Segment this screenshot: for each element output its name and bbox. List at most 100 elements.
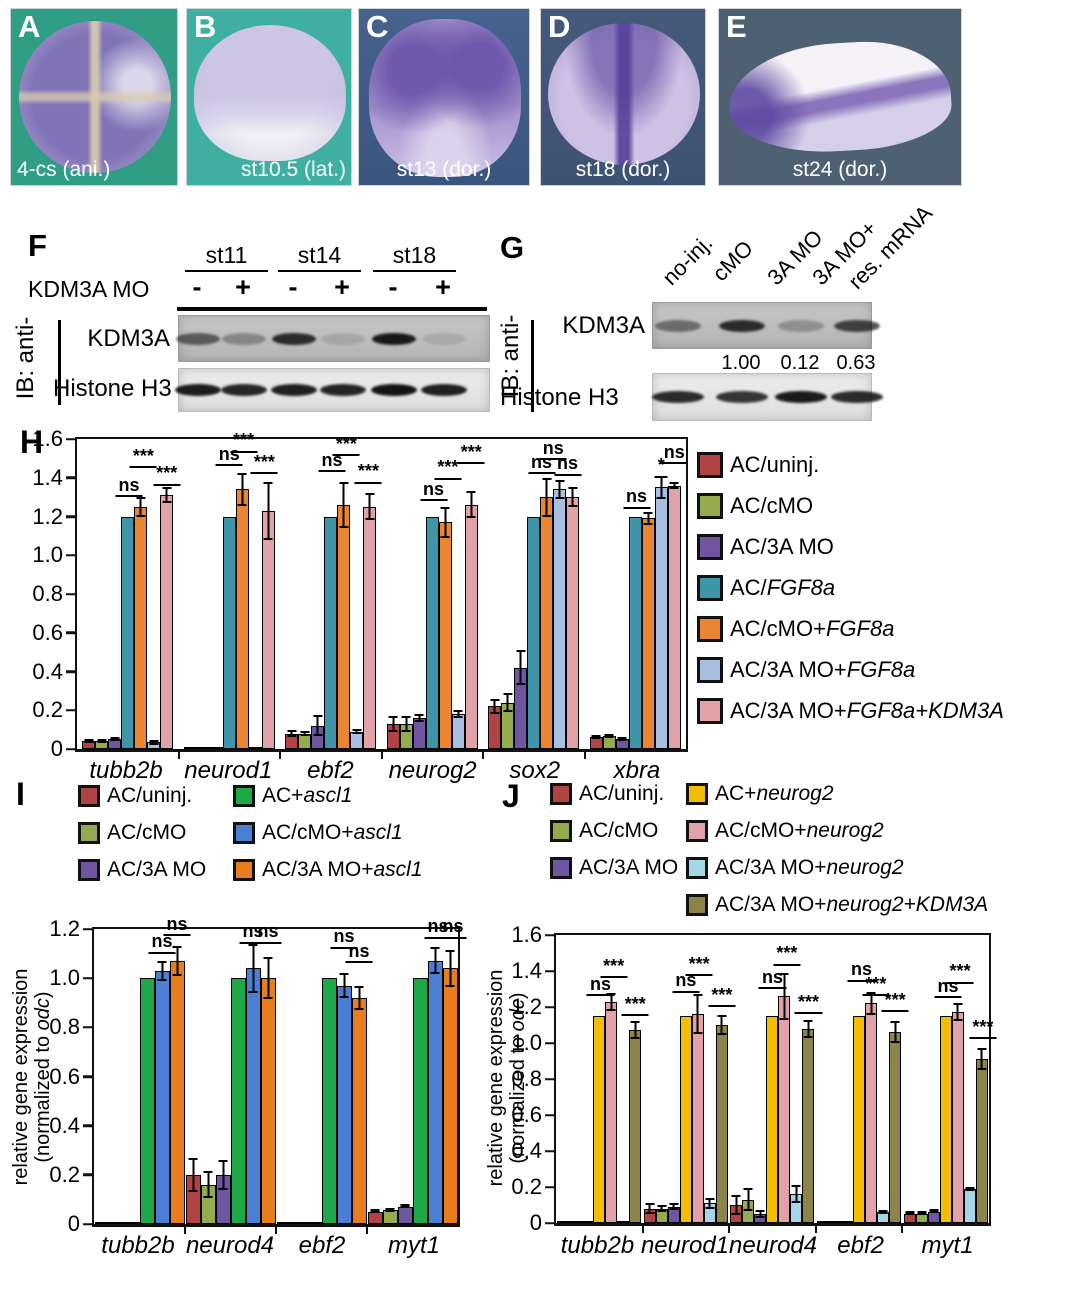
- legend-item: AC/cMO+ascl1: [233, 821, 423, 845]
- protein-band: [320, 384, 366, 396]
- legend-item: AC/cMO+neurog2: [686, 819, 988, 843]
- protein-band: [222, 332, 266, 345]
- significance-marker: ***: [250, 452, 278, 474]
- error-bar: [965, 1186, 975, 1191]
- error-bar: [791, 1185, 801, 1204]
- y-tick-mark: [66, 709, 77, 712]
- bar-slot: [643, 935, 656, 1223]
- y-tick-label: 1.0: [511, 1030, 542, 1055]
- bar: [641, 518, 655, 749]
- panel-letter: E: [726, 9, 747, 44]
- legend-item: AC/3A MO: [78, 858, 206, 882]
- stage-label: st18: [373, 242, 456, 272]
- chart-j-xlabels: tubb2b neurod1 neurod4 ebf2 myt1: [554, 1232, 991, 1260]
- error-bar: [401, 716, 411, 732]
- band-quantity: 1.00: [721, 352, 761, 374]
- error-bar: [385, 1207, 395, 1212]
- y-tick-mark: [66, 670, 77, 673]
- embryo-image-D: [548, 23, 700, 165]
- bar: [367, 1211, 383, 1224]
- bar: [829, 1221, 842, 1223]
- bar-slot: [853, 935, 866, 1223]
- y-tick-mark: [66, 592, 77, 596]
- significance-marker: ns: [439, 917, 467, 939]
- bar: [260, 978, 276, 1224]
- error-bar: [743, 1187, 753, 1212]
- significance-marker: ***: [129, 446, 157, 469]
- bar-slot: [386, 439, 400, 749]
- y-tick-label: 1.2: [49, 916, 80, 941]
- legend-swatch: [78, 822, 100, 844]
- y-tick-mark: [83, 1124, 94, 1127]
- legend-label: AC/cMO: [730, 493, 814, 518]
- bar: [412, 718, 426, 749]
- header-rule: [177, 307, 487, 311]
- error-bar: [339, 973, 349, 998]
- error-bar: [516, 650, 526, 686]
- y-tick-mark: [83, 927, 94, 931]
- y-tick-mark: [66, 554, 77, 557]
- error-bar: [604, 733, 614, 738]
- bar: [939, 1016, 952, 1223]
- panel-letter: D: [548, 9, 571, 44]
- error-bar: [630, 1021, 640, 1040]
- lane-sign: +: [235, 272, 251, 302]
- bar-slot: [324, 439, 338, 749]
- bar-slot: [553, 439, 567, 749]
- bar-slot: [261, 439, 275, 749]
- bar-slot: [147, 439, 161, 749]
- bar-group: ns *** ***: [280, 435, 382, 749]
- lane-sign: -: [388, 272, 398, 302]
- legend-swatch: [697, 616, 723, 642]
- legend-label: AC+ascl1: [262, 784, 353, 807]
- panel-F: F st11 st14 st18 KDM3A MO - + - + - + KD…: [10, 228, 490, 418]
- legend-item: AC/FGF8a: [697, 575, 1004, 601]
- bar-slot: [817, 935, 830, 1223]
- error-bar: [731, 1195, 741, 1215]
- error-bar: [890, 1021, 900, 1043]
- y-tick-label: 1.4: [511, 958, 542, 983]
- protein-band: [775, 391, 827, 403]
- bar-slot: [121, 439, 135, 749]
- legend-label: AC/cMO+FGF8a: [730, 616, 895, 641]
- bar-slot: [412, 439, 426, 749]
- legend-label: AC/uninj.: [107, 784, 193, 807]
- bar: [363, 506, 377, 749]
- panel-D: D st18 (dor.): [540, 8, 706, 186]
- legend-item: AC/3A MO+ascl1: [233, 858, 423, 882]
- error-bar: [84, 739, 94, 744]
- y-tick-label: 0.8: [49, 1014, 80, 1040]
- bar-slot: [742, 935, 755, 1223]
- panel-letter: G: [500, 230, 525, 265]
- error-bar: [453, 710, 463, 718]
- protein-band: [422, 332, 466, 345]
- bar-slot: [679, 935, 692, 1223]
- legend-swatch: [697, 698, 723, 724]
- legend-item: AC/3A MO+FGF8a: [697, 657, 1004, 683]
- bar-slot: [829, 935, 842, 1223]
- panel-letter: A: [18, 9, 41, 44]
- panel-letter: F: [28, 228, 47, 263]
- bar-slot: [654, 439, 668, 749]
- y-tick-label: 0.2: [511, 1174, 542, 1199]
- legend-swatch: [233, 859, 255, 881]
- bar-slot: [399, 439, 413, 749]
- chart-i-plot: 0 0.2 0.4 0.6 0.8 1.0 1.2 ns ns ns ns ns ns ns ns: [49, 915, 467, 1235]
- legend-label: AC/cMO+ascl1: [262, 821, 403, 844]
- significance-marker: ns: [847, 960, 875, 982]
- bar: [589, 737, 603, 749]
- y-tick-mark: [83, 1222, 94, 1226]
- significance-marker: ***: [600, 957, 628, 979]
- bar: [617, 1221, 630, 1223]
- significance-marker: ns: [528, 452, 556, 474]
- bar: [903, 1214, 916, 1223]
- lane-label: no-inj.: [657, 229, 718, 290]
- significance-marker: ns: [330, 927, 358, 949]
- y-tick-label: 0.4: [32, 658, 63, 684]
- error-bar: [555, 479, 565, 500]
- y-tick-mark: [66, 515, 77, 518]
- legend-item: AC/uninj.: [78, 784, 206, 808]
- x-category-label: tubb2b: [89, 757, 163, 784]
- legend-item: AC/3A MO+FGF8a+KDM3A: [697, 698, 1004, 724]
- bar-slot: [464, 439, 478, 749]
